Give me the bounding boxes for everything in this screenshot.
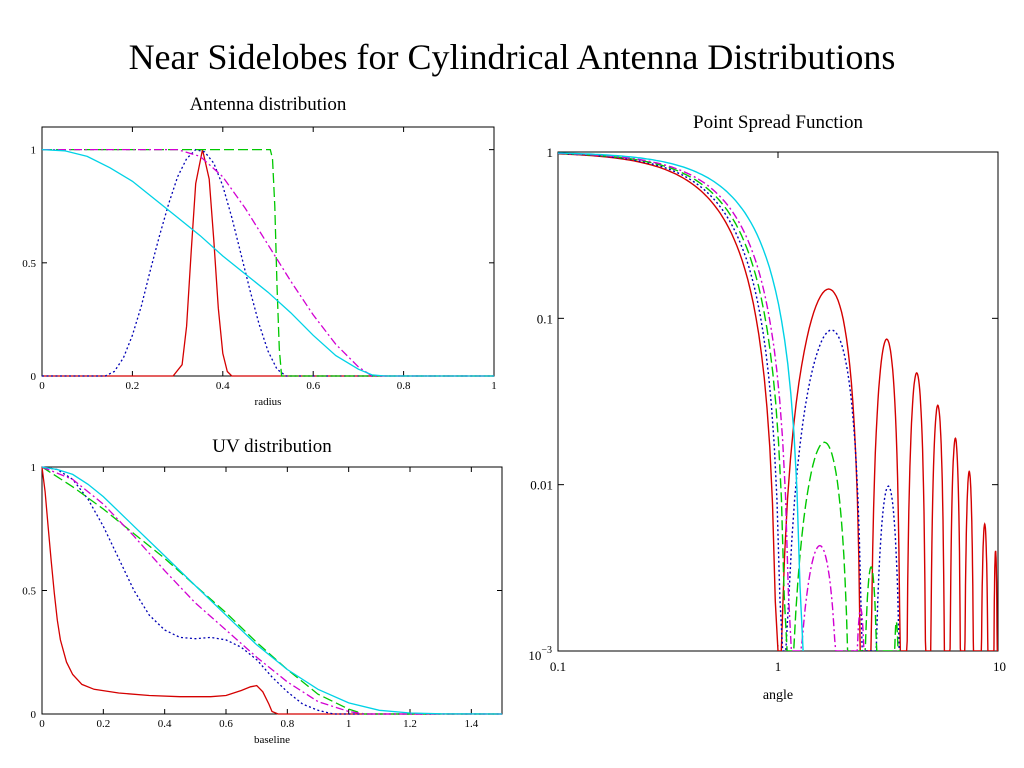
series-green-line: [41, 466, 502, 715]
y-tick-label: 0.01: [530, 478, 553, 493]
x-tick-label: 0.2: [96, 718, 110, 730]
y-tick-label: 1: [547, 145, 554, 160]
y-tick-label: 0.5: [22, 258, 36, 270]
series-blue-line: [41, 466, 502, 715]
x-axis-label: baseline: [254, 734, 290, 746]
y-tick-label: 1: [31, 462, 37, 474]
x-tick-label: 1: [775, 659, 782, 674]
x-axis-label: angle: [763, 688, 793, 703]
slide-title: Near Sidelobes for Cylindrical Antenna D…: [128, 37, 896, 77]
series-cyan-line: [41, 148, 494, 377]
y-tick-label: 0: [31, 371, 37, 383]
psf-series-green-line: [558, 152, 901, 651]
x-tick-label: 0.6: [219, 718, 233, 730]
x-tick-label: 0: [39, 380, 45, 392]
y-tick-label: 0: [31, 709, 37, 721]
x-tick-label: 1.4: [464, 718, 478, 730]
series-red-line: [41, 466, 502, 715]
x-tick-label: 1: [346, 718, 352, 730]
series-red-line: [42, 149, 494, 377]
x-tick-label: 0: [39, 718, 45, 730]
x-tick-label: 0.1: [550, 659, 566, 674]
x-tick-label: 1.2: [403, 718, 417, 730]
series-green-line: [42, 148, 494, 377]
plot-frame-0: [41, 126, 495, 377]
psf-series-magenta-line: [558, 152, 868, 651]
x-tick-label: 0.2: [126, 380, 140, 392]
psf-series-red-line: [558, 153, 998, 651]
psf-series-blue-line: [558, 152, 902, 651]
psf-chart-title: Point Spread Function: [693, 112, 863, 133]
series-magenta-line: [42, 148, 494, 377]
x-axis-label: radius: [255, 396, 282, 408]
psf-series-cyan-line: [558, 152, 804, 651]
y-tick-label: 10−3: [528, 645, 552, 663]
antenna-chart-title: Antenna distribution: [189, 94, 347, 115]
x-tick-label: 10: [993, 659, 1006, 674]
x-tick-label: 1: [491, 380, 497, 392]
series-cyan-line: [41, 466, 503, 715]
uv-chart-title: UV distribution: [212, 436, 332, 457]
series-blue-line: [42, 148, 494, 377]
x-tick-label: 0.4: [216, 380, 230, 392]
y-tick-label: 1: [31, 145, 37, 157]
y-tick-label: 0.5: [22, 586, 36, 598]
y-tick-label: 0.1: [537, 311, 553, 326]
x-tick-label: 0.8: [397, 380, 411, 392]
x-tick-label: 0.4: [158, 718, 172, 730]
x-tick-label: 0.8: [280, 718, 294, 730]
x-tick-label: 0.6: [306, 380, 320, 392]
